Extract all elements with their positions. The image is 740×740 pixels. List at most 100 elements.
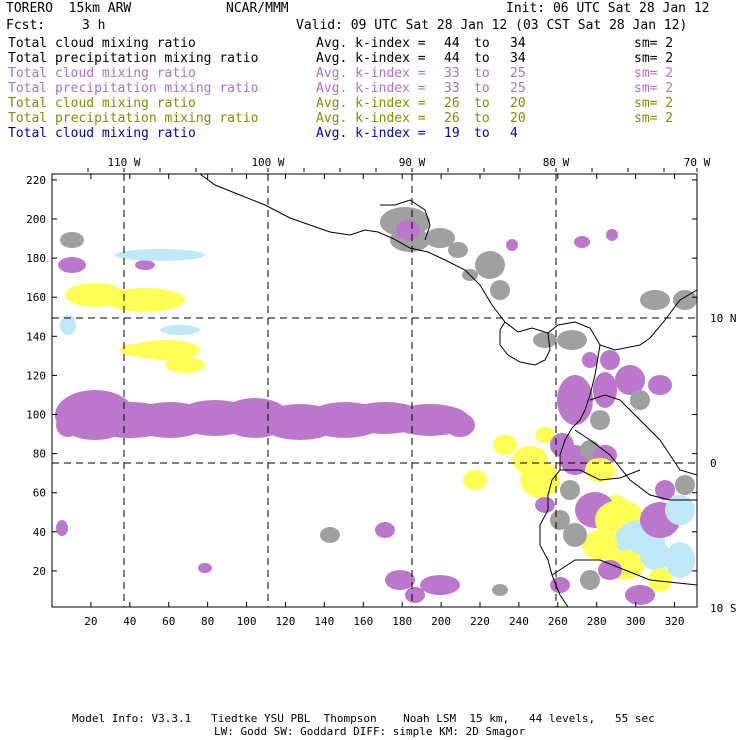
legend-to: to	[474, 66, 490, 81]
field-blob	[600, 350, 620, 370]
x-tick-label: 320	[665, 615, 685, 628]
y-tick-label: 160	[26, 291, 46, 304]
legend-field: Total precipitation mixing ratio	[8, 111, 259, 126]
border-line	[589, 394, 698, 476]
field-blob	[135, 260, 155, 270]
latitude-label: 10 S	[710, 602, 737, 615]
y-tick-label: 40	[33, 526, 46, 539]
field-blob	[675, 475, 695, 495]
legend-k-start: 44	[444, 51, 460, 66]
field-blob	[655, 480, 675, 500]
field-blob	[520, 462, 560, 498]
field-blob	[115, 249, 205, 261]
y-tick-label: 80	[33, 448, 46, 461]
x-tick-label: 200	[431, 615, 451, 628]
longitude-label: 100 W	[251, 156, 284, 169]
field-blob	[598, 560, 622, 580]
legend-to: to	[474, 111, 490, 126]
y-tick-label: 140	[26, 330, 46, 343]
init-time: Init: 06 UTC Sat 28 Jan 12	[506, 1, 710, 16]
plot-frame	[51, 173, 698, 608]
legend-field: Total precipitation mixing ratio	[8, 81, 259, 96]
y-tick-label: 200	[26, 213, 46, 226]
legend-k-end: 20	[510, 111, 526, 126]
legend-k-end: 34	[510, 36, 526, 51]
fcst-label: Fcst:	[6, 18, 46, 33]
border-line	[551, 559, 698, 586]
field-blob	[665, 495, 695, 525]
x-tick-label: 160	[353, 615, 373, 628]
legend-field: Total precipitation mixing ratio	[8, 51, 259, 66]
field-blob	[535, 497, 555, 513]
field-blob	[665, 542, 695, 578]
field-blob	[320, 527, 340, 543]
field-blob	[625, 585, 655, 605]
field-blob	[448, 242, 468, 258]
field-blob	[606, 229, 618, 241]
field-blob	[56, 520, 68, 536]
map-plot: 110 W 100 W 90 W 80 W 70 W 10 N 0 10 S 20 40 60 80 1…	[26, 156, 737, 628]
y-tick-label: 180	[26, 252, 46, 265]
field-blob	[574, 236, 590, 248]
legend-k-start: 26	[444, 96, 460, 111]
legend-to: to	[474, 126, 490, 141]
coastline	[499, 321, 551, 366]
field-blob	[60, 232, 84, 248]
field-blob	[160, 325, 200, 335]
field-blob	[385, 570, 415, 590]
field-blob	[585, 458, 615, 482]
model-name: TORERO 15km ARW	[6, 1, 132, 16]
field-blob	[475, 251, 505, 279]
field-blob	[593, 372, 617, 408]
x-tick-label: 120	[276, 615, 296, 628]
latitude-label: 10 N	[710, 312, 737, 325]
field-blob	[648, 568, 672, 592]
field-blob	[615, 365, 645, 395]
legend-avg: Avg. k-index =	[316, 51, 426, 66]
legend-k-start: 33	[444, 66, 460, 81]
legend-smoothing: sm= 2	[634, 81, 674, 96]
fcst-value: 3 h	[82, 18, 106, 33]
model-info: Model Info: V3.3.1 Tiedtke YSU PBL Thomp…	[72, 712, 655, 725]
border-line	[380, 199, 431, 241]
legend-to: to	[474, 51, 490, 66]
x-tick-label: 220	[470, 615, 490, 628]
field-blob	[463, 470, 487, 490]
field-blob	[640, 540, 670, 570]
x-tick-label: 20	[84, 615, 97, 628]
island	[399, 470, 405, 474]
field-blob	[493, 435, 517, 455]
field-blob	[535, 427, 555, 443]
longitude-label: 70 W	[684, 156, 711, 169]
field-blob	[557, 375, 593, 425]
legend-k-end: 34	[510, 51, 526, 66]
field-blob	[648, 375, 672, 395]
y-tick-label: 100	[26, 409, 46, 422]
y-tick-label: 120	[26, 369, 46, 382]
x-tick-label: 80	[201, 615, 214, 628]
legend-avg: Avg. k-index =	[316, 96, 426, 111]
field-blob	[580, 570, 600, 590]
field-blob	[590, 410, 610, 430]
field-blob	[550, 577, 570, 593]
field-blob	[405, 587, 425, 603]
legend-k-end: 4	[510, 126, 518, 141]
field-blob	[557, 330, 587, 350]
legend-k-start: 19	[444, 126, 460, 141]
field-blob	[492, 584, 508, 596]
field-blob	[396, 220, 420, 240]
field-blob	[198, 563, 212, 573]
org-name: NCAR/MMM	[226, 1, 289, 16]
legend-to: to	[474, 81, 490, 96]
legend-smoothing: sm= 2	[634, 111, 674, 126]
latitude-label: 0	[710, 457, 717, 470]
island	[401, 464, 407, 468]
field-blob	[130, 340, 200, 360]
legend-avg: Avg. k-index =	[316, 36, 426, 51]
field-blob	[105, 288, 185, 312]
field-blob	[506, 239, 518, 251]
x-tick-label: 60	[162, 615, 175, 628]
longitude-label: 110 W	[107, 156, 140, 169]
field-blob	[425, 228, 455, 248]
x-tick-label: 260	[548, 615, 568, 628]
